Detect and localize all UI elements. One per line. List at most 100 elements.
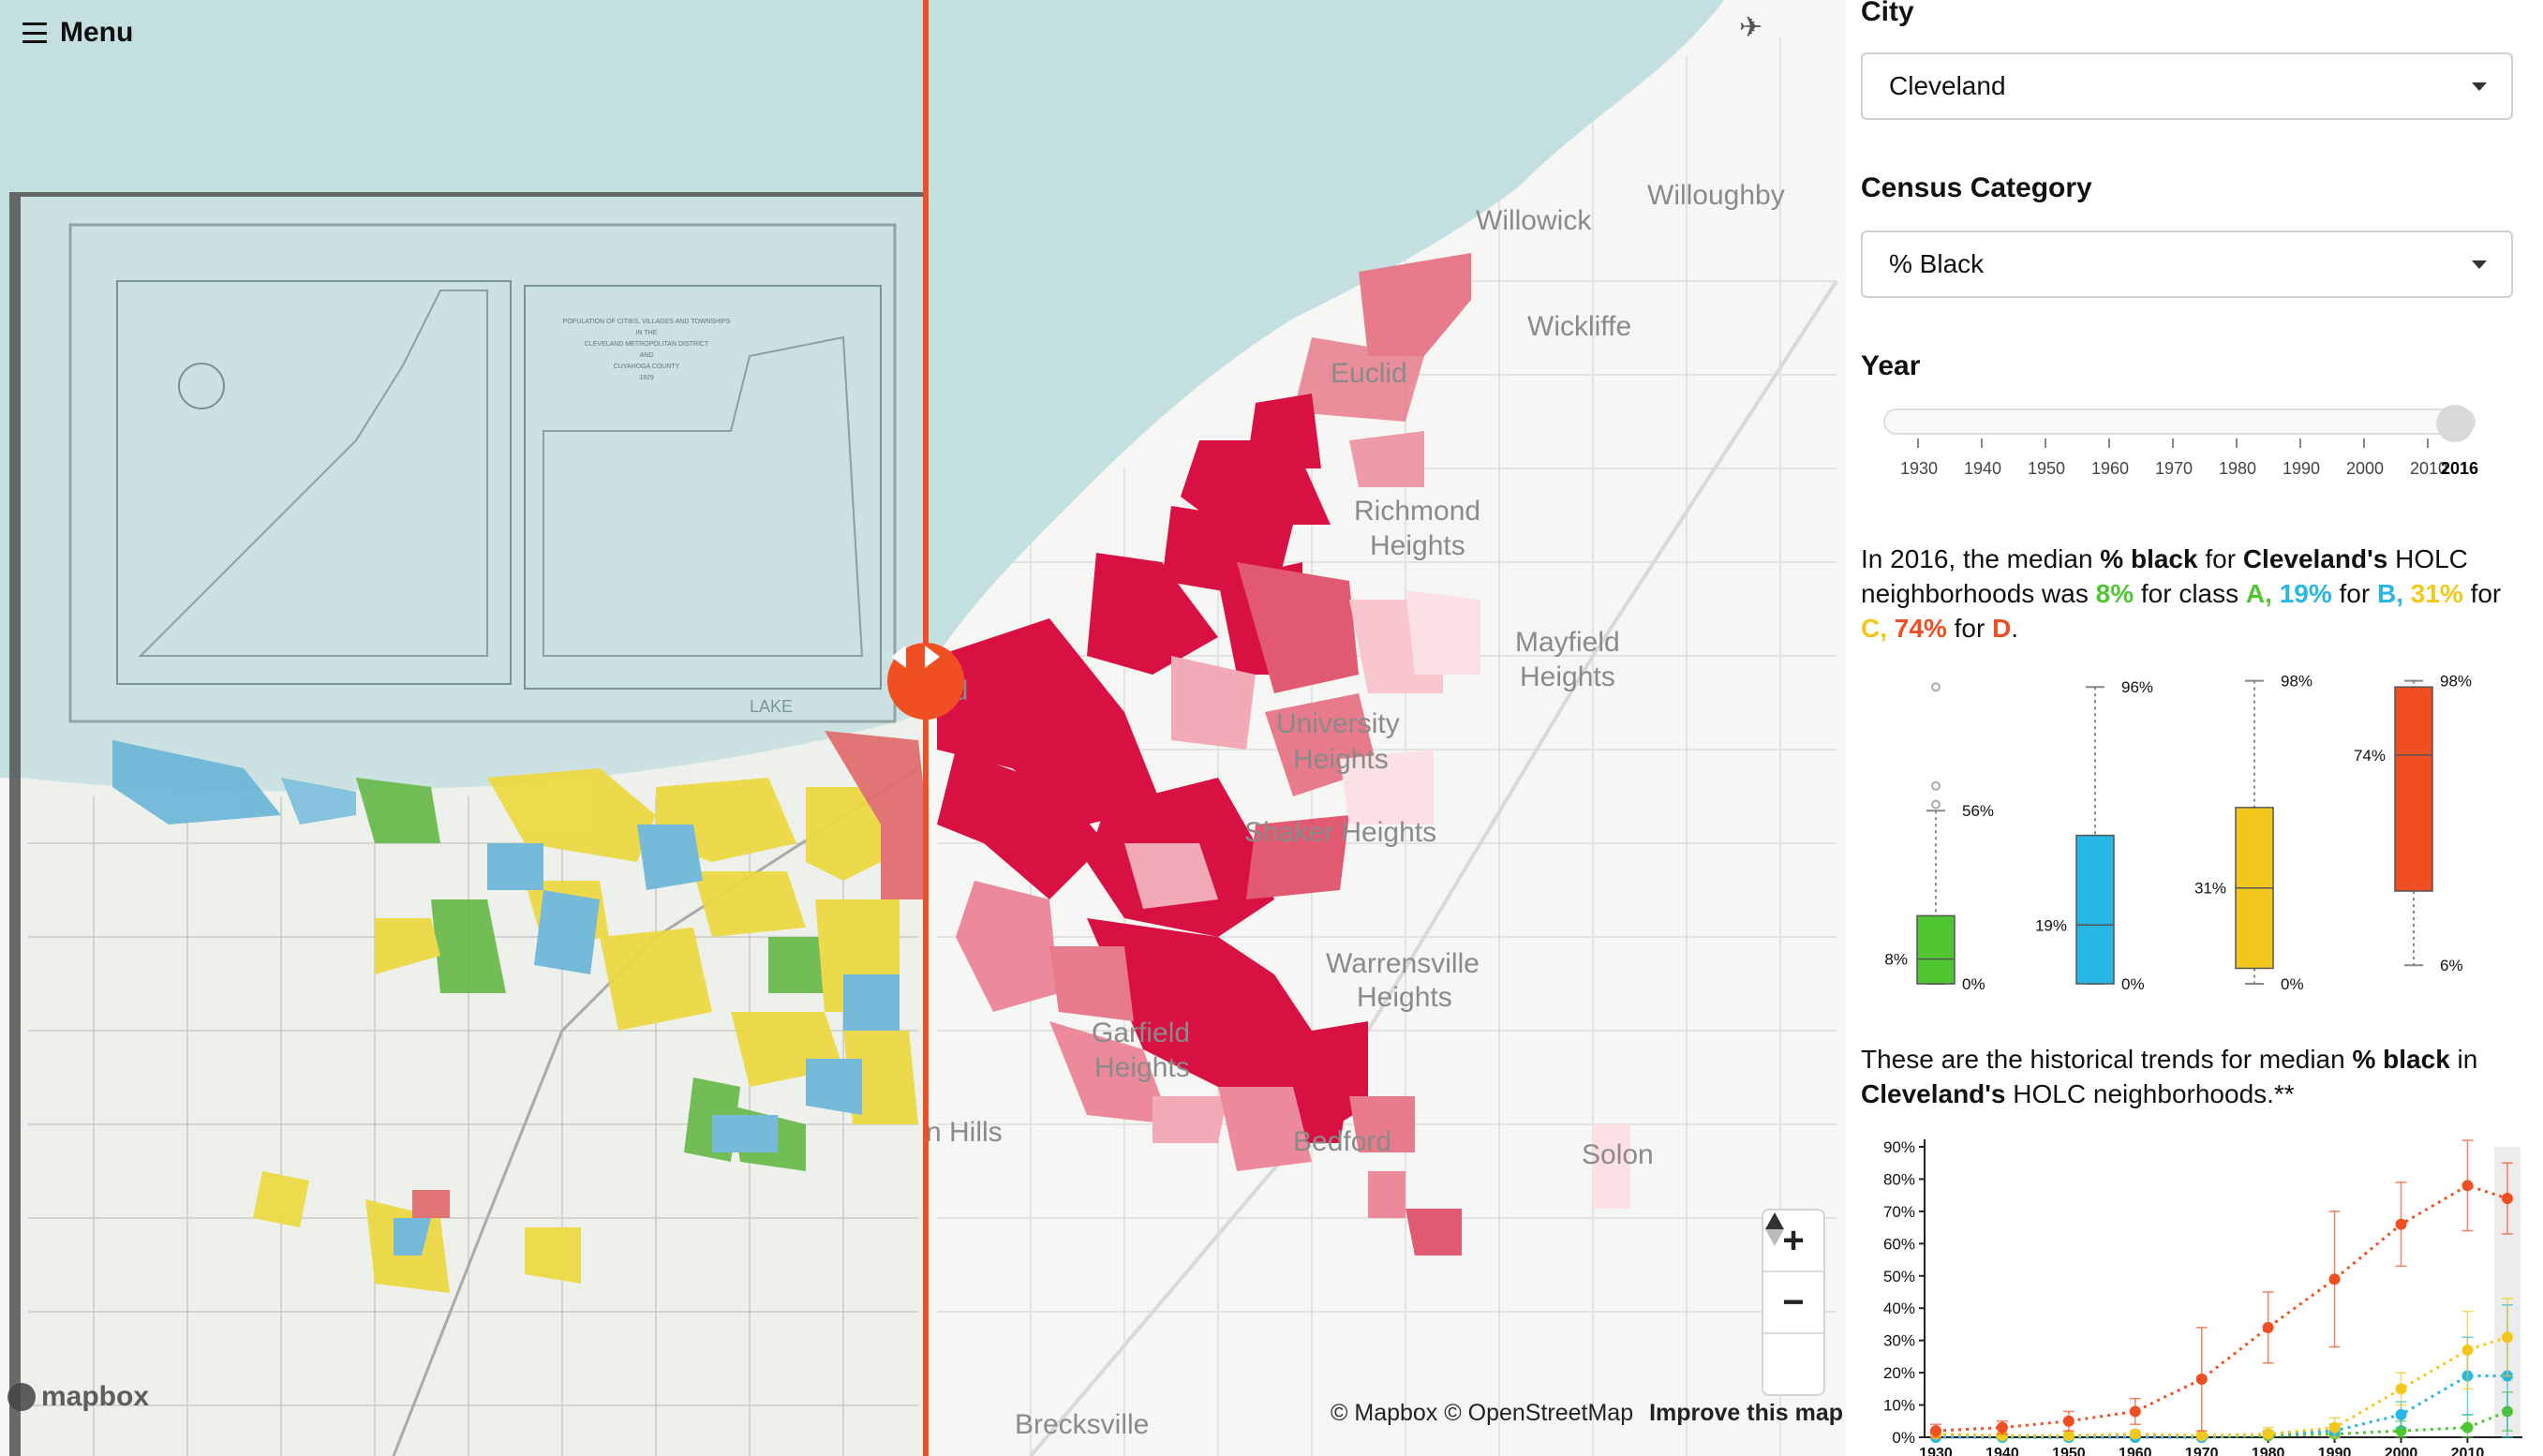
- year-tick-selected[interactable]: 2016: [2441, 459, 2479, 478]
- place-label: Warrensville: [1326, 948, 1480, 979]
- box-min-label: 0%: [2281, 975, 2304, 993]
- x-tick-label: 1950: [2052, 1446, 2086, 1456]
- boxplot-chart: 56% 0% 8% 96% 0% 19% 98% 0% 31% 98% 6% 74%: [1884, 673, 2472, 993]
- menu-label: Menu: [60, 17, 134, 48]
- mapbox-logo[interactable]: mapbox: [7, 1381, 149, 1413]
- place-label: Solon: [1582, 1139, 1654, 1170]
- year-tick[interactable]: 1970: [2155, 438, 2193, 479]
- census-category-value: % Black: [1889, 249, 1985, 278]
- map-view[interactable]: POPULATION OF CITIES, VILLAGES AND TOWNS…: [0, 0, 1846, 1456]
- place-label: Euclid: [1331, 358, 1407, 389]
- series-line-C: [1935, 1335, 2508, 1437]
- y-tick-label: 20%: [1883, 1364, 1915, 1382]
- city-select[interactable]: Cleveland: [1861, 52, 2513, 120]
- year-tick[interactable]: 1930: [1900, 438, 1938, 479]
- x-tick-label: 1980: [2252, 1446, 2285, 1456]
- data-point-D: [2129, 1405, 2141, 1418]
- place-label: Heights: [1520, 661, 1615, 692]
- compare-slider-handle[interactable]: [887, 643, 964, 720]
- data-point-B: [2395, 1408, 2407, 1420]
- menu-button[interactable]: Menu: [22, 17, 133, 49]
- year-ticks: 1930 1940 1950 1960 1970 1980 1990 2000 …: [1861, 438, 2517, 497]
- place-label: Mayfield: [1515, 627, 1620, 658]
- box-max-label: 98%: [2440, 673, 2472, 691]
- y-tick-label: 40%: [1883, 1300, 1915, 1317]
- summary-text: In 2016, the median % black for Clevelan…: [1861, 544, 2502, 643]
- zoom-controls: + −: [1762, 1209, 1825, 1396]
- place-label: University: [1276, 708, 1400, 739]
- historic-map-overlay: POPULATION OF CITIES, VILLAGES AND TOWNS…: [9, 192, 928, 1456]
- year-tick[interactable]: 2010: [2410, 438, 2447, 479]
- compass-icon: [1765, 1212, 1784, 1246]
- data-point-C: [1996, 1430, 2008, 1442]
- svg-text:1929: 1929: [639, 375, 654, 381]
- data-point-D: [2195, 1374, 2208, 1385]
- box-A: [1916, 914, 1956, 985]
- place-label: Garfield: [1092, 1018, 1190, 1048]
- year-tick[interactable]: 1980: [2219, 438, 2256, 479]
- data-point-C: [2262, 1428, 2274, 1440]
- trend-chart: 0% 10% 20% 30% 40% 50% 60% 70% 80% 90% 1930 1940 195…: [1883, 1138, 2522, 1456]
- year-tick[interactable]: 1940: [1964, 438, 2001, 479]
- data-point-C: [2195, 1430, 2208, 1442]
- box-outlier: [1931, 682, 1941, 692]
- svg-text:IN THE: IN THE: [636, 330, 658, 336]
- x-tick-label: 1970: [2185, 1446, 2219, 1456]
- year-slider-thumb[interactable]: [2436, 405, 2474, 442]
- data-point-C: [2502, 1331, 2513, 1344]
- box-median-label: 8%: [1884, 951, 1908, 969]
- year-slider[interactable]: [1883, 409, 2476, 435]
- box-median-label: 74%: [2354, 747, 2386, 765]
- caret-down-icon: [2472, 260, 2487, 269]
- box-B: [2075, 834, 2115, 985]
- year-tick[interactable]: 2000: [2346, 438, 2384, 479]
- data-point-C: [2395, 1383, 2407, 1395]
- box-max-label: 56%: [1962, 802, 1994, 820]
- data-point-D: [2262, 1321, 2274, 1333]
- place-label: Richmond: [1354, 496, 1480, 527]
- holc-neighborhoods: [112, 731, 928, 1293]
- attribution-text[interactable]: © Mapbox © OpenStreetMap: [1331, 1400, 1634, 1426]
- data-point-D: [1996, 1421, 2008, 1434]
- year-tick[interactable]: 1950: [2028, 438, 2065, 479]
- lake-label: LAKE: [750, 697, 793, 716]
- data-point-D: [2395, 1218, 2407, 1230]
- zoom-in-button[interactable]: +: [1763, 1211, 1823, 1272]
- box-D: [2394, 686, 2433, 892]
- census-category-label: Census Category: [1861, 172, 2092, 203]
- data-point-C: [2328, 1421, 2341, 1434]
- year-tick[interactable]: 1990: [2283, 438, 2320, 479]
- compare-divider[interactable]: [923, 0, 929, 1456]
- year-label: Year: [1861, 350, 1921, 381]
- arrows-left-right-icon: [891, 646, 940, 668]
- x-tick-label: 1930: [1919, 1446, 1953, 1456]
- box-min-label: 0%: [2121, 975, 2145, 993]
- y-tick-label: 30%: [1883, 1332, 1915, 1350]
- box-max-label: 98%: [2281, 673, 2312, 691]
- airport-icon: ✈: [1739, 12, 1763, 43]
- zoom-out-button[interactable]: −: [1763, 1272, 1823, 1334]
- box-outlier: [1931, 780, 1941, 791]
- x-tick-label: 1960: [2119, 1446, 2152, 1456]
- compass-button[interactable]: [1763, 1212, 1823, 1394]
- box-outlier: [1931, 799, 1941, 810]
- svg-text:CLEVELAND METROPOLITAN DISTRIC: CLEVELAND METROPOLITAN DISTRICT: [585, 341, 709, 348]
- x-tick-label: 1990: [2318, 1446, 2352, 1456]
- box-median-label: 19%: [2035, 916, 2067, 934]
- y-tick-label: 50%: [1883, 1268, 1915, 1285]
- x-tick-label: 2000: [2385, 1446, 2418, 1456]
- improve-map-link[interactable]: Improve this map: [1649, 1400, 1844, 1426]
- trend-text: These are the historical trends for medi…: [1861, 1045, 2478, 1108]
- x-tick-label: 1940: [1985, 1446, 2019, 1456]
- place-label: Bedford: [1293, 1126, 1391, 1157]
- place-label: Shaker Heights: [1244, 817, 1436, 848]
- box-min-label: 0%: [1962, 975, 1985, 993]
- place-label: Brecksville: [1015, 1409, 1149, 1440]
- city-select-value: Cleveland: [1889, 71, 2006, 100]
- place-label: Willoughby: [1647, 180, 1785, 211]
- place-label: Heights: [1293, 744, 1389, 775]
- y-tick-label: 80%: [1883, 1170, 1915, 1188]
- y-tick-label: 70%: [1883, 1203, 1915, 1221]
- census-category-select[interactable]: % Black: [1861, 230, 2513, 298]
- year-tick[interactable]: 1960: [2091, 438, 2129, 479]
